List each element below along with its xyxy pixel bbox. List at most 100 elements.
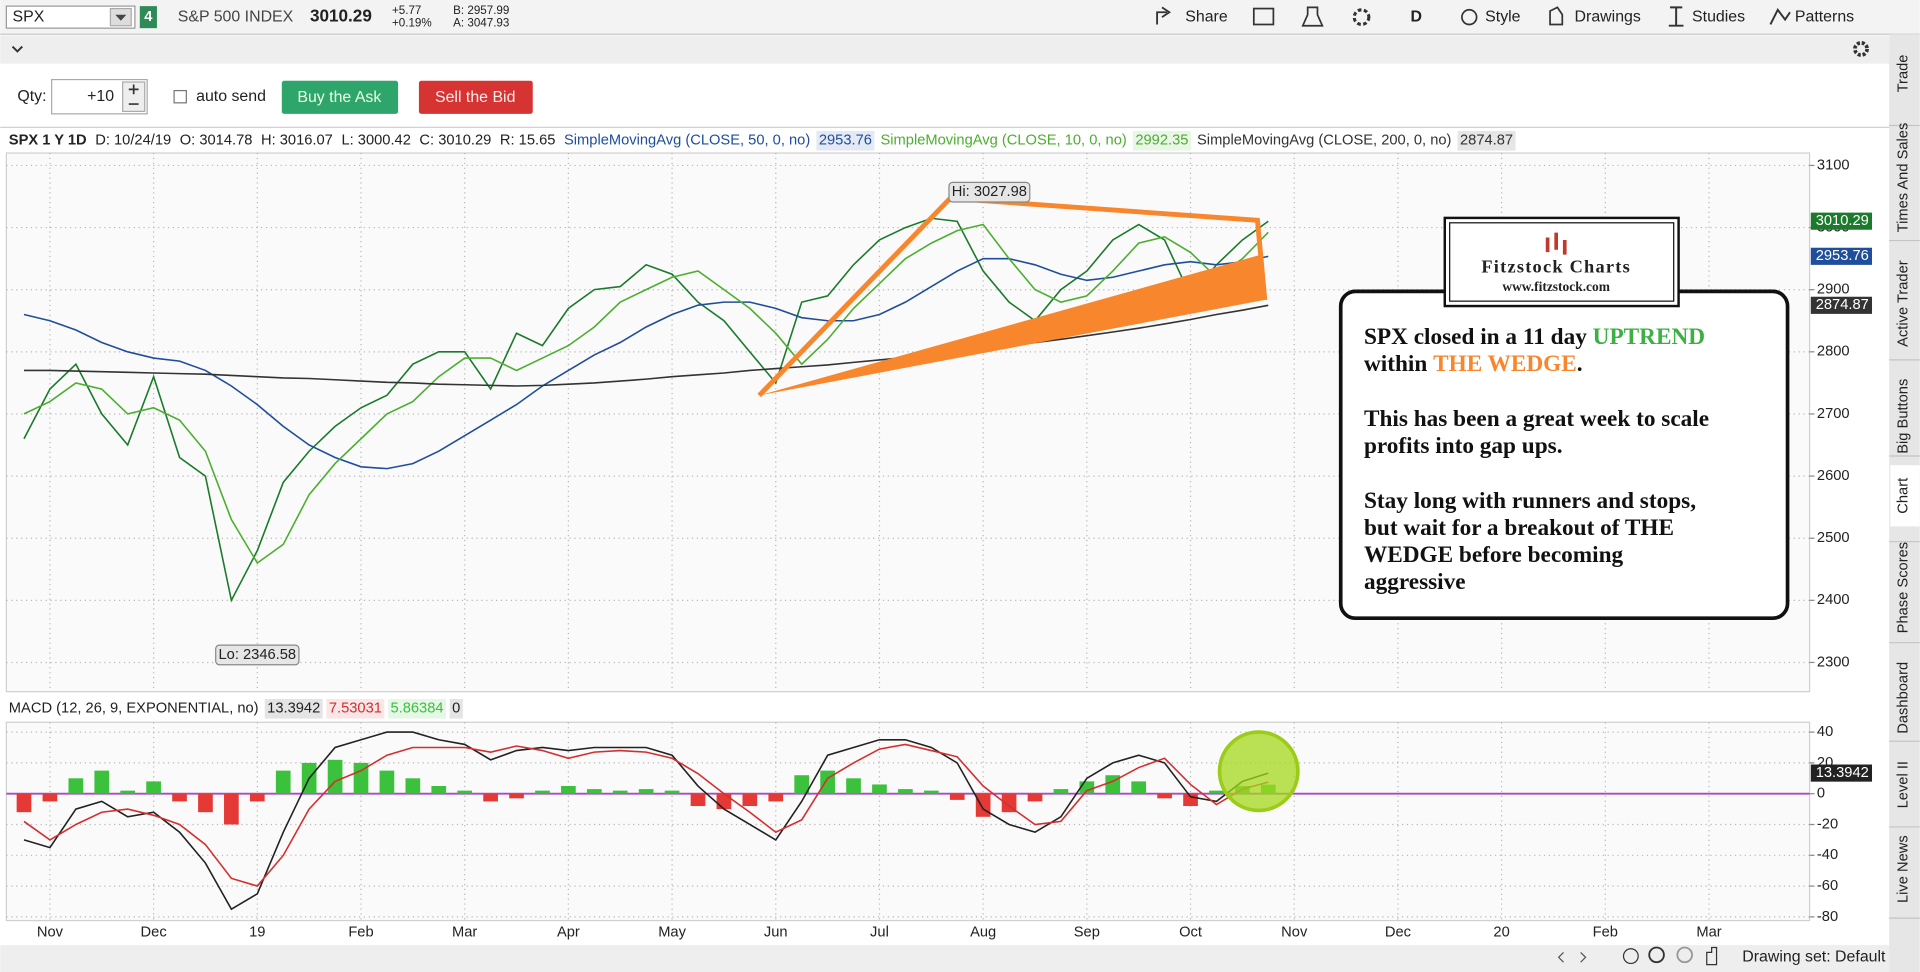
series-line bbox=[23, 304, 1269, 387]
x-tick-label: Aug bbox=[970, 925, 996, 941]
qty-spinner[interactable] bbox=[122, 81, 146, 113]
patterns-button[interactable]: Patterns bbox=[1795, 8, 1854, 25]
header-value-box bbox=[816, 130, 875, 151]
drawing-set[interactable]: Drawing set: Default bbox=[1742, 949, 1886, 966]
annotation-line: but wait for a breakout of THE bbox=[1364, 515, 1674, 541]
histogram-bar bbox=[1079, 781, 1095, 794]
histogram-bar bbox=[224, 793, 239, 825]
side-tab[interactable]: Phase Scores bbox=[1896, 542, 1912, 633]
buy-button[interactable] bbox=[281, 80, 399, 114]
x-tick-label: Nov bbox=[37, 925, 64, 941]
y-tick-label: 2500 bbox=[1817, 530, 1850, 546]
histogram-bar bbox=[820, 770, 835, 794]
header-value-box bbox=[326, 699, 385, 719]
ask: A: 3047.93 bbox=[453, 16, 509, 29]
x-tick-label: Dec bbox=[1385, 925, 1411, 941]
side-tab[interactable]: Chart bbox=[1896, 478, 1912, 514]
series-line bbox=[23, 731, 1269, 911]
annotation-part: but wait for a breakout of THE bbox=[1364, 515, 1674, 541]
crosshair-button[interactable] bbox=[1622, 948, 1639, 965]
x-tick-label: Feb bbox=[1593, 925, 1618, 941]
style-button[interactable]: Style bbox=[1485, 8, 1521, 25]
side-tab[interactable]: Active Trader bbox=[1896, 260, 1912, 347]
wedge-fill bbox=[759, 254, 1265, 396]
histogram-bar bbox=[638, 789, 654, 794]
annotation-part: Stay long with runners and stops, bbox=[1364, 488, 1696, 514]
zoom-in-button[interactable] bbox=[1648, 946, 1665, 964]
annotation-line: profits into gap ups. bbox=[1364, 433, 1563, 459]
histogram-bar bbox=[172, 793, 187, 802]
icon-button[interactable] bbox=[1252, 7, 1275, 26]
header-item: SimpleMovingAvg (CLOSE, 10, 0, no) bbox=[880, 133, 1126, 149]
link-badge[interactable] bbox=[139, 6, 157, 29]
panel-settings[interactable] bbox=[1853, 41, 1869, 57]
histogram-bar bbox=[327, 759, 343, 794]
histogram-bar bbox=[561, 786, 576, 794]
sell-button-text[interactable]: Sell the Bid bbox=[435, 89, 515, 106]
y-tick-label: 2700 bbox=[1817, 406, 1850, 422]
auto-send-checkbox[interactable] bbox=[173, 89, 187, 104]
auto-send-label[interactable]: auto send bbox=[196, 88, 266, 105]
style-icon bbox=[1461, 8, 1478, 26]
last-value-box bbox=[1810, 296, 1873, 314]
share-button[interactable]: Share bbox=[1185, 8, 1228, 25]
logo-box bbox=[1443, 216, 1680, 308]
highlight-circle bbox=[1217, 730, 1300, 813]
histogram-bar bbox=[431, 786, 447, 794]
side-tab[interactable]: Trade bbox=[1896, 55, 1912, 93]
histogram-bar bbox=[872, 784, 887, 794]
studies-icon bbox=[1668, 6, 1684, 27]
icon-button[interactable] bbox=[1301, 6, 1324, 27]
annotation-part: WEDGE before becoming bbox=[1364, 542, 1624, 568]
x-tick-label: May bbox=[658, 925, 686, 941]
buy-button-text[interactable]: Buy the Ask bbox=[297, 89, 381, 106]
side-tab[interactable]: Times And Sales bbox=[1896, 123, 1912, 233]
header-value-box bbox=[449, 699, 463, 719]
aggregation[interactable]: D bbox=[1410, 8, 1422, 25]
y-tick-label: 0 bbox=[1817, 786, 1825, 802]
description: S&P 500 INDEX bbox=[178, 8, 294, 25]
x-tick-label: Apr bbox=[557, 925, 580, 941]
last-price: 3010.29 bbox=[310, 6, 372, 26]
qty-value[interactable]: +10 bbox=[87, 88, 114, 105]
studies-button[interactable]: Studies bbox=[1692, 8, 1745, 25]
drawings-icon bbox=[1549, 6, 1564, 26]
histogram-bar bbox=[457, 790, 473, 794]
histogram-bar bbox=[275, 770, 291, 794]
annotation-part: aggressive bbox=[1364, 569, 1466, 595]
y-tick-label: -20 bbox=[1817, 816, 1838, 832]
y-tick-label: 2800 bbox=[1817, 344, 1850, 360]
pan-button[interactable] bbox=[1706, 946, 1718, 966]
sell-button[interactable] bbox=[418, 80, 533, 114]
annotation-part: UPTREND bbox=[1593, 324, 1705, 350]
x-tick-label: Mar bbox=[452, 925, 477, 941]
histogram-bar bbox=[68, 778, 84, 794]
settings-button[interactable] bbox=[1352, 8, 1371, 27]
plot: Nov Dec 19 Feb Mar Apr May Jun Jul Aug Sep Oct Nov De… bbox=[6, 130, 1873, 941]
header-value-box bbox=[388, 699, 447, 719]
collapse-button[interactable] bbox=[11, 45, 23, 53]
histogram-bar bbox=[535, 790, 550, 794]
zoom-out-button[interactable] bbox=[1676, 946, 1693, 964]
histogram-bar bbox=[768, 793, 784, 802]
header-item: 2992.35 bbox=[1135, 133, 1188, 149]
symbol[interactable]: SPX bbox=[12, 8, 44, 25]
side-tab[interactable]: Dashboard bbox=[1896, 662, 1912, 734]
annotation-part: . bbox=[1577, 351, 1583, 377]
header-item: 2874.87 bbox=[1460, 133, 1513, 149]
header-item: 7.53031 bbox=[329, 701, 382, 717]
side-tab[interactable]: Live News bbox=[1896, 835, 1912, 903]
side-tab[interactable]: Big Buttons bbox=[1896, 379, 1912, 454]
x-tick-label: Dec bbox=[141, 925, 167, 941]
histogram-bar bbox=[898, 789, 913, 794]
symbol-box[interactable] bbox=[5, 5, 136, 29]
link-badge-text: 4 bbox=[144, 9, 153, 25]
y-tick-label: 40 bbox=[1817, 724, 1833, 740]
histogram-bar bbox=[94, 770, 110, 794]
drawings-button[interactable]: Drawings bbox=[1575, 8, 1641, 25]
annotation-part: This has been a great week to scale bbox=[1364, 406, 1709, 432]
side-tab[interactable]: Level II bbox=[1896, 761, 1912, 808]
logo-url: www.fitzstock.com bbox=[1502, 279, 1610, 294]
scroll-arrows[interactable] bbox=[1557, 951, 1587, 963]
spinner-glyphs bbox=[128, 84, 139, 105]
